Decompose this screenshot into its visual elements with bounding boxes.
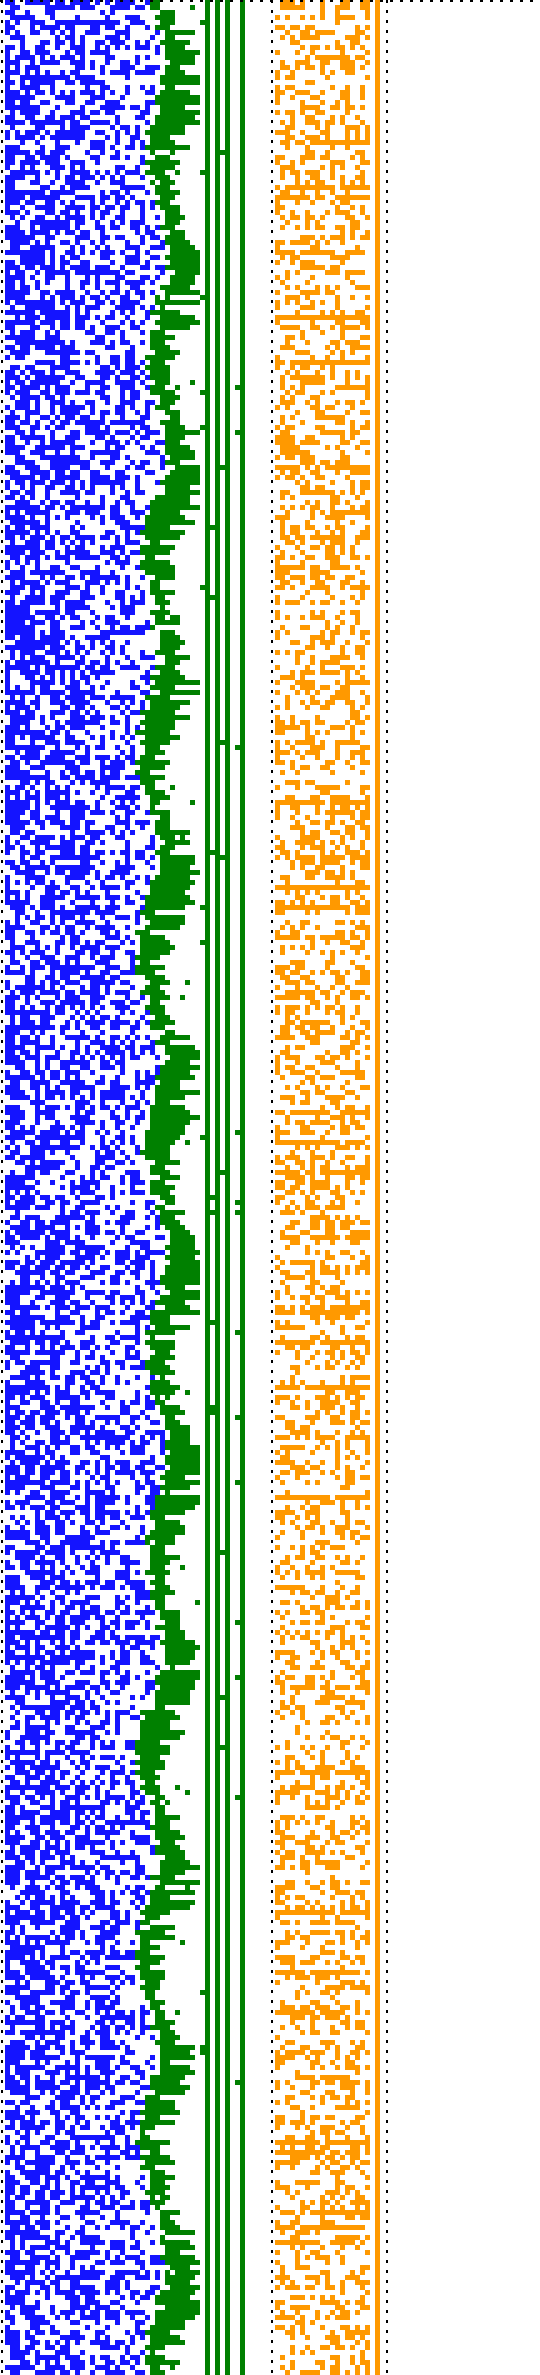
sparsity-heatmap bbox=[0, 0, 540, 2375]
